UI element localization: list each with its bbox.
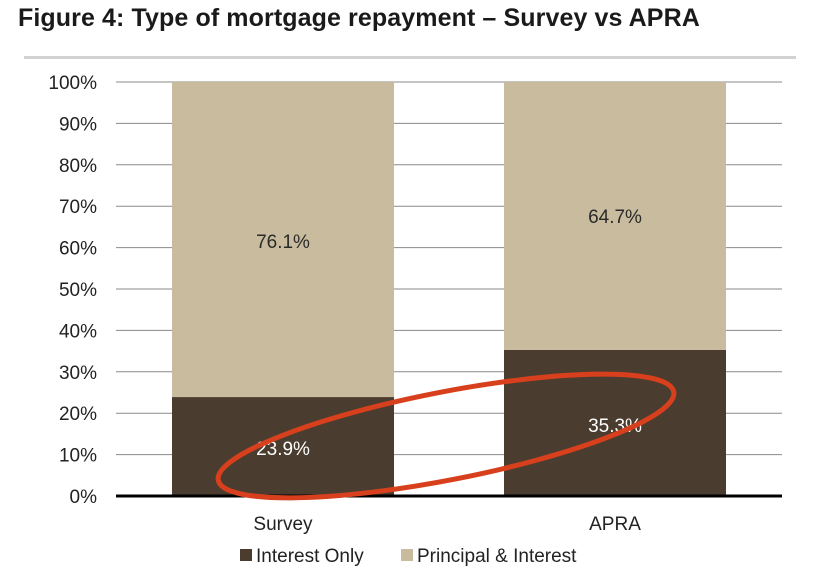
legend-label: Interest Only bbox=[256, 546, 364, 567]
data-labels: 23.9% 76.1% 35.3% 64.7% bbox=[256, 207, 642, 460]
y-tick-label: 20% bbox=[59, 404, 97, 425]
data-label: 76.1% bbox=[256, 232, 310, 253]
chart-title: Figure 4: Type of mortgage repayment – S… bbox=[18, 4, 700, 32]
x-category-label: APRA bbox=[589, 514, 641, 535]
legend: Interest Only Principal & Interest bbox=[240, 546, 577, 567]
x-category-label: Survey bbox=[253, 514, 313, 535]
y-tick-label: 30% bbox=[59, 363, 97, 384]
y-axis-ticks: 0% 10% 20% 30% 40% 50% 60% 70% 80% 90% 100% bbox=[48, 73, 97, 508]
legend-label: Principal & Interest bbox=[417, 546, 577, 567]
legend-swatch bbox=[240, 549, 252, 561]
highlight-ellipse bbox=[215, 371, 677, 501]
x-axis-labels: Survey APRA bbox=[253, 514, 641, 535]
data-label: 64.7% bbox=[588, 207, 642, 228]
y-tick-label: 50% bbox=[59, 280, 97, 301]
bars bbox=[172, 82, 726, 496]
y-tick-label: 40% bbox=[59, 321, 97, 342]
data-label: 23.9% bbox=[256, 439, 310, 460]
y-tick-label: 80% bbox=[59, 156, 97, 177]
y-tick-label: 100% bbox=[48, 73, 97, 94]
legend-swatch bbox=[401, 549, 413, 561]
annotation-layer bbox=[215, 371, 677, 501]
title-divider bbox=[24, 56, 796, 59]
bar-segment-principal-interest bbox=[172, 82, 394, 398]
bar-segment-principal-interest bbox=[504, 82, 726, 350]
data-label: 35.3% bbox=[588, 416, 642, 437]
y-tick-label: 70% bbox=[59, 197, 97, 218]
y-tick-label: 90% bbox=[59, 114, 97, 135]
y-tick-label: 0% bbox=[70, 487, 98, 508]
y-tick-label: 10% bbox=[59, 446, 97, 467]
y-tick-label: 60% bbox=[59, 239, 97, 260]
